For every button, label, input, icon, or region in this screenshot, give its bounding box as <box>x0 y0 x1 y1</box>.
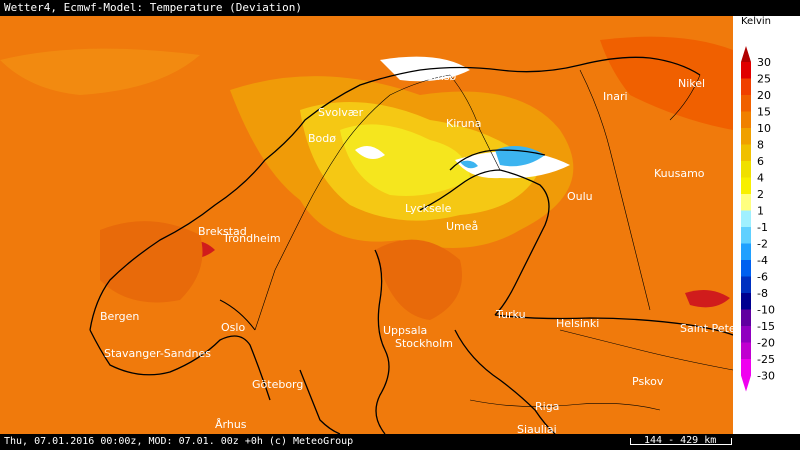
legend-swatch <box>741 227 751 244</box>
legend-tick-label: 15 <box>757 106 771 119</box>
legend-tick-label: 20 <box>757 89 771 102</box>
color-legend: Kelvin 30 25 20 15 10 8 6 4 2 1 -1 -2 -4 -6 -8 -10 -15 -2… <box>733 16 800 434</box>
legend-cap-top <box>741 46 751 62</box>
legend-swatch <box>741 194 751 211</box>
city-label: Tromsø <box>416 70 457 83</box>
legend-scale: Kelvin 30 25 20 15 10 8 6 4 2 1 -1 -2 -4 -6 -8 -10 -15 -2… <box>741 16 775 392</box>
legend-tick-label: -8 <box>757 287 768 300</box>
legend-swatch <box>741 243 751 260</box>
city-label: Stavanger-Sandnes <box>104 347 211 360</box>
legend-swatch <box>741 276 751 293</box>
legend-tick-label: 4 <box>757 172 764 185</box>
legend-tick-label: -25 <box>757 353 775 366</box>
borders <box>254 69 733 411</box>
legend-unit: Kelvin <box>741 16 771 27</box>
legend-tick-label: -1 <box>757 221 768 234</box>
city-label: Bergen <box>100 310 139 323</box>
city-label: Kiruna <box>446 117 481 130</box>
legend-swatch <box>741 342 751 359</box>
legend-tick-label: 30 <box>757 56 771 69</box>
model-run-info: Thu, 07.01.2016 00:00z, MOD: 07.01. 00z … <box>4 436 354 447</box>
legend-tick-label: -2 <box>757 238 768 251</box>
coastlines <box>89 56 733 434</box>
legend-tick-label: -15 <box>757 320 775 333</box>
city-label: Brekstad <box>198 225 247 238</box>
city-label: Göteborg <box>252 378 303 391</box>
city-label: Uppsala <box>383 324 427 337</box>
legend-swatch <box>741 95 751 112</box>
temperature-map: Tromsø Nikel Inari Svolvær Kiruna Bodø K… <box>0 16 733 434</box>
legend-tick-label: 8 <box>757 139 764 152</box>
legend-swatch <box>741 144 751 161</box>
city-label: Turku <box>495 308 526 321</box>
legend-tick-label: -4 <box>757 254 768 267</box>
city-label: Saint Petersburg <box>680 322 733 335</box>
title-bar: Wetter4, Ecmwf-Model: Temperature (Devia… <box>0 0 800 16</box>
city-label: Helsinki <box>556 317 599 330</box>
legend-tick-label: -30 <box>757 370 775 383</box>
city-label: Lycksele <box>405 202 452 215</box>
city-label: Bodø <box>308 132 336 145</box>
legend-cap-bottom <box>741 375 751 392</box>
city-label: Siauliai <box>517 423 557 434</box>
legend-swatch <box>741 177 751 194</box>
legend-tick-label: -6 <box>757 271 768 284</box>
city-label: Riga <box>535 400 559 413</box>
legend-swatch <box>741 293 751 310</box>
deviation-field <box>0 36 733 320</box>
legend-swatch <box>741 260 751 277</box>
city-label: Umeå <box>446 220 478 233</box>
legend-swatch <box>741 161 751 178</box>
legend-swatch <box>741 62 751 79</box>
legend-tick-label: 25 <box>757 73 771 86</box>
distance-scale-label: 144 - 429 km <box>644 435 717 446</box>
status-bar: Thu, 07.01.2016 00:00z, MOD: 07.01. 00z … <box>0 434 800 450</box>
legend-tick-label: 10 <box>757 122 771 135</box>
city-label: Trondheim <box>222 232 281 245</box>
city-label: Oslo <box>221 321 245 334</box>
map-title: Wetter4, Ecmwf-Model: Temperature (Devia… <box>4 1 303 14</box>
legend-tick-label: 1 <box>757 205 764 218</box>
legend-swatch <box>741 78 751 95</box>
legend-swatch <box>741 128 751 145</box>
city-labels: Tromsø Nikel Inari Svolvær Kiruna Bodø K… <box>100 70 733 434</box>
legend-swatch <box>741 210 751 227</box>
legend-swatch <box>741 111 751 128</box>
city-label: Nikel <box>678 77 705 90</box>
legend-tick-label: 6 <box>757 155 764 168</box>
legend-swatch <box>741 326 751 343</box>
city-label: Oulu <box>567 190 593 203</box>
legend-swatch <box>741 359 751 376</box>
legend-tick-label: -20 <box>757 337 775 350</box>
legend-tick-label: -10 <box>757 304 775 317</box>
city-label: Århus <box>215 418 247 431</box>
city-label: Pskov <box>632 375 664 388</box>
legend-tick-label: 2 <box>757 188 764 201</box>
city-label: Stockholm <box>395 337 453 350</box>
city-label: Inari <box>603 90 628 103</box>
city-label: Svolvær <box>318 106 364 119</box>
legend-swatch <box>741 309 751 326</box>
distance-scale-bar <box>630 438 732 445</box>
city-label: Kuusamo <box>654 167 705 180</box>
